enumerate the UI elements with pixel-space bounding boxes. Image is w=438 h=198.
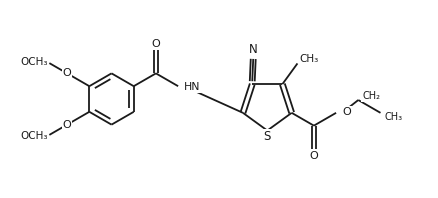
Text: O: O [63, 120, 71, 130]
Text: O: O [63, 68, 71, 78]
Text: CH₃: CH₃ [300, 54, 319, 65]
Text: O: O [152, 39, 160, 49]
Text: OCH₃: OCH₃ [20, 131, 47, 141]
Text: N: N [249, 43, 258, 56]
Text: CH₂: CH₂ [362, 91, 380, 101]
Text: CH₃: CH₃ [385, 112, 403, 122]
Text: S: S [264, 130, 271, 143]
Text: OCH₃: OCH₃ [20, 57, 47, 67]
Text: O: O [310, 151, 318, 161]
Text: O: O [342, 107, 351, 117]
Text: HN: HN [184, 82, 201, 92]
